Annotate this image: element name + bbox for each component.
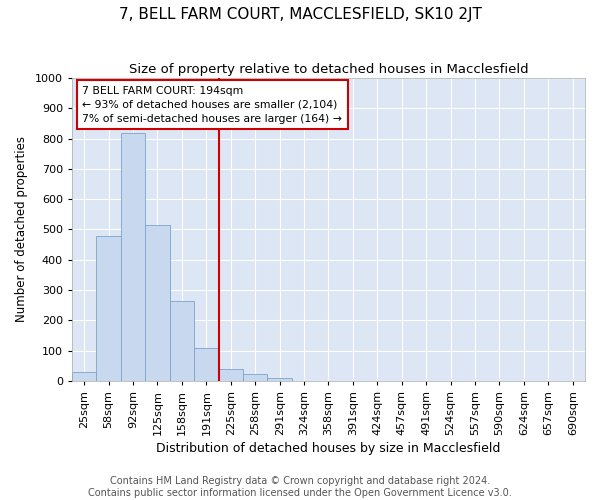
Bar [170, 300, 194, 381]
Bar [121, 132, 145, 381]
Title: Size of property relative to detached houses in Macclesfield: Size of property relative to detached ho… [128, 62, 528, 76]
Bar [243, 374, 268, 381]
Bar [218, 369, 243, 381]
Bar [194, 348, 218, 381]
Text: 7, BELL FARM COURT, MACCLESFIELD, SK10 2JT: 7, BELL FARM COURT, MACCLESFIELD, SK10 2… [119, 8, 481, 22]
Text: 7 BELL FARM COURT: 194sqm
← 93% of detached houses are smaller (2,104)
7% of sem: 7 BELL FARM COURT: 194sqm ← 93% of detac… [82, 86, 342, 124]
Bar [145, 225, 170, 381]
Text: Contains HM Land Registry data © Crown copyright and database right 2024.
Contai: Contains HM Land Registry data © Crown c… [88, 476, 512, 498]
Bar [97, 236, 121, 381]
Y-axis label: Number of detached properties: Number of detached properties [15, 136, 28, 322]
X-axis label: Distribution of detached houses by size in Macclesfield: Distribution of detached houses by size … [156, 442, 500, 455]
Bar [72, 372, 97, 381]
Bar [268, 378, 292, 381]
